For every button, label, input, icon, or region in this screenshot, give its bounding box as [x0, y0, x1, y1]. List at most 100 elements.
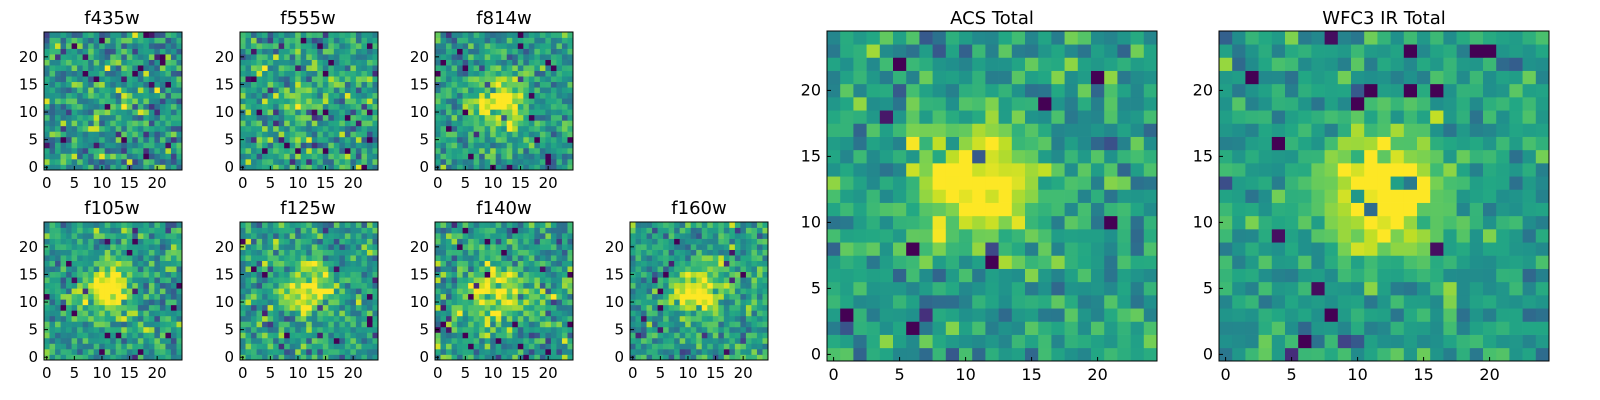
heatmap-cell	[512, 304, 519, 311]
heatmap-cell	[328, 109, 335, 116]
heatmap-cell	[77, 76, 83, 83]
heatmap-cell	[306, 332, 313, 339]
heatmap-cell	[528, 136, 535, 143]
heatmap-cell	[1117, 123, 1131, 137]
heatmap-cell	[556, 321, 563, 328]
heatmap-cell	[635, 299, 642, 306]
heatmap-cell	[685, 277, 692, 284]
heatmap-cell	[289, 120, 296, 127]
heatmap-cell	[165, 288, 172, 295]
heatmap-cell	[267, 114, 274, 121]
panel-title: f814w	[476, 8, 531, 29]
heatmap-cell	[93, 98, 100, 105]
heatmap-cell	[501, 249, 508, 256]
heatmap-cell	[355, 282, 362, 289]
heatmap-cell	[451, 222, 458, 228]
heatmap-cell	[333, 238, 340, 245]
heatmap-cell	[506, 293, 513, 300]
heatmap-cell	[170, 282, 177, 289]
heatmap-cell	[512, 255, 519, 261]
heatmap-cell	[840, 347, 854, 362]
heatmap-cell	[99, 315, 106, 322]
heatmap-cell	[306, 48, 313, 55]
heatmap-cell	[148, 81, 155, 88]
heatmap-cell	[630, 227, 636, 234]
heatmap-cell	[126, 92, 133, 99]
heatmap-cell	[840, 202, 854, 217]
heatmap-cell	[523, 125, 530, 132]
heatmap-cell	[959, 308, 973, 322]
heatmap-cell	[663, 321, 669, 328]
heatmap-cell	[723, 337, 730, 344]
heatmap-cell	[745, 244, 752, 250]
heatmap-cell	[740, 244, 747, 250]
heatmap-cell	[959, 255, 973, 269]
heatmap-cell	[311, 87, 318, 94]
heatmap-cell	[121, 288, 128, 295]
heatmap-cell	[176, 222, 183, 228]
heatmap-cell	[339, 227, 346, 234]
heatmap-cell	[690, 354, 697, 361]
heatmap-cell	[641, 222, 647, 228]
heatmap-cell	[344, 348, 351, 355]
heatmap-cell	[652, 238, 658, 245]
heatmap-cell	[446, 337, 452, 344]
heatmap-cell	[49, 282, 56, 289]
heatmap-cell	[322, 293, 329, 300]
heatmap-cell	[435, 87, 441, 94]
heatmap-cell	[88, 222, 95, 228]
heatmap-cell	[372, 142, 379, 149]
heatmap-cell	[534, 337, 541, 344]
heatmap-cell	[473, 277, 480, 284]
heatmap-cell	[723, 299, 730, 306]
heatmap-cell	[545, 326, 552, 333]
heatmap-cell	[355, 321, 362, 328]
plot-frame	[43, 31, 183, 171]
heatmap-cell	[262, 233, 268, 239]
heatmap-cell	[137, 48, 144, 55]
heatmap-cell	[165, 282, 172, 289]
heatmap-cell	[311, 70, 318, 77]
heatmap-cell	[82, 92, 89, 99]
plot-frame	[239, 221, 379, 361]
heatmap-cell	[1117, 255, 1131, 269]
heatmap-cell	[121, 76, 128, 83]
heatmap-cell	[468, 348, 474, 355]
heatmap-cell	[44, 32, 50, 38]
heatmap-cell	[300, 238, 307, 245]
heatmap-cell	[679, 233, 686, 239]
heatmap-cell	[251, 136, 257, 143]
heatmap-cell	[827, 202, 841, 217]
heatmap-cell	[853, 334, 867, 349]
heatmap-cell	[262, 277, 268, 284]
heatmap-cell	[77, 304, 83, 311]
heatmap-cell	[366, 249, 373, 256]
heatmap-cell	[148, 120, 155, 127]
heatmap-cell	[556, 87, 563, 94]
heatmap-cell	[339, 164, 346, 171]
heatmap-cell	[762, 304, 769, 311]
heatmap-cell	[998, 149, 1013, 164]
heatmap-cell	[66, 348, 72, 355]
heatmap-cell	[462, 54, 469, 60]
heatmap-cell	[132, 54, 139, 60]
heatmap-cell	[556, 260, 563, 267]
heatmap-cell	[121, 98, 128, 105]
heatmap-cell	[159, 255, 166, 261]
heatmap-cell	[506, 131, 513, 138]
heatmap-cell	[506, 153, 513, 160]
heatmap-cell	[104, 109, 111, 116]
heatmap-cell	[170, 59, 177, 66]
heatmap-cell	[729, 315, 736, 322]
heatmap-cell	[311, 136, 318, 143]
heatmap-cell	[44, 266, 50, 273]
heatmap-cell	[245, 244, 252, 250]
heatmap-cell	[479, 266, 486, 273]
heatmap-cell	[468, 293, 474, 300]
heatmap-cell	[267, 277, 274, 284]
heatmap-cell	[333, 249, 340, 256]
heatmap-cell	[657, 233, 664, 239]
heatmap-cell	[256, 299, 263, 306]
heatmap-cell	[104, 299, 111, 306]
heatmap-cell	[457, 255, 463, 261]
